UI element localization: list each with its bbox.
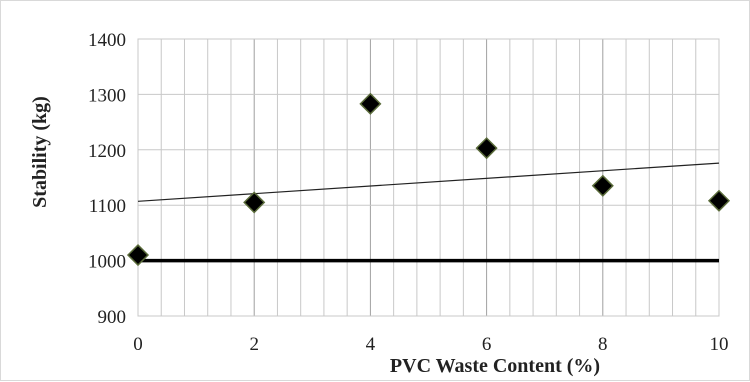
points-layer xyxy=(126,92,731,267)
x-tick-label: 6 xyxy=(482,334,492,355)
y-tick-label: 1400 xyxy=(88,30,126,51)
x-tick-label: 2 xyxy=(249,334,259,355)
x-tick-label: 8 xyxy=(598,334,608,355)
y-axis-title: Stability (kg) xyxy=(29,96,51,208)
tick-layer: 0 2 4 6 8 10 900 1000 1100 1200 1300 1400 xyxy=(88,30,729,355)
grid-layer xyxy=(137,38,720,317)
x-tick-label: 0 xyxy=(133,334,143,355)
x-tick-label: 10 xyxy=(710,334,729,355)
y-tick-label: 1300 xyxy=(88,85,126,106)
data-point-diamond xyxy=(707,189,731,212)
y-tick-label: 1100 xyxy=(89,196,126,217)
plot-area-border xyxy=(137,38,720,317)
data-point-diamond xyxy=(126,243,150,267)
trend-layer xyxy=(137,162,720,263)
y-tick-label: 1200 xyxy=(88,141,126,162)
x-axis-title: PVC Waste Content (%) xyxy=(390,355,600,377)
x-tick-label: 4 xyxy=(366,334,376,355)
data-point-diamond xyxy=(359,92,382,115)
data-point-diamond xyxy=(243,191,266,214)
data-point-diamond xyxy=(475,137,498,160)
y-tick-label: 900 xyxy=(98,307,127,328)
data-point-diamond xyxy=(591,174,614,197)
trendline xyxy=(137,162,720,202)
y-tick-label: 1000 xyxy=(88,252,126,273)
